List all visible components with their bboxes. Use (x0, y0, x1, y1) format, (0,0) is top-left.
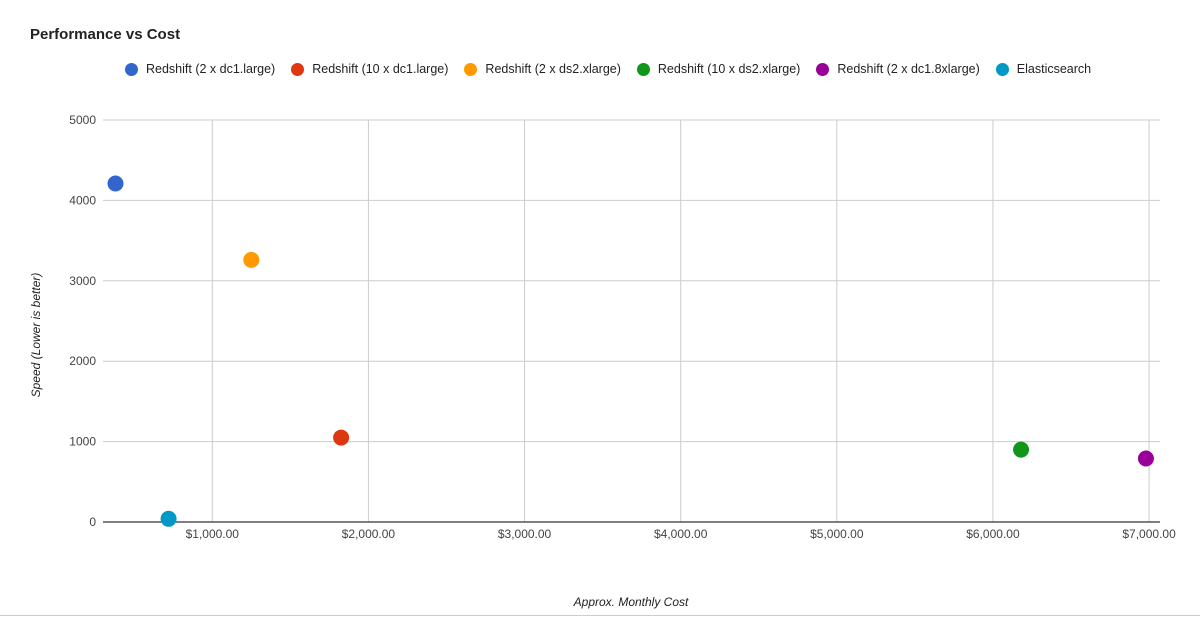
data-points (107, 175, 1154, 527)
legend-label: Redshift (10 x ds2.xlarge) (657, 62, 801, 76)
legend-label: Redshift (2 x dc1.8xlarge) (837, 62, 980, 76)
y-tick-label: 4000 (69, 193, 96, 207)
x-axis-title: Approx. Monthly Cost (573, 595, 689, 609)
x-tick-label: $3,000.00 (498, 527, 552, 541)
y-tick-label: 3000 (69, 274, 96, 288)
legend-swatch (464, 62, 478, 76)
legend-swatch (816, 62, 830, 76)
y-tick-label: 0 (89, 515, 96, 529)
legend-label: Redshift (2 x ds2.xlarge) (485, 62, 621, 76)
legend-swatch (636, 62, 650, 76)
x-tick-label: $6,000.00 (966, 527, 1020, 541)
legend-item-3[interactable]: Redshift (2 x ds2.xlarge) (464, 62, 621, 76)
tick-labels: 0 1000 2000 3000 4000 5000 $1,000.00 $2,000.00 $… (69, 113, 1176, 541)
legend-item-2[interactable]: Redshift (10 x dc1.large) (291, 62, 448, 76)
data-point-4[interactable] (1013, 441, 1030, 458)
data-point-6[interactable] (160, 510, 177, 527)
legend-item-6[interactable]: Elasticsearch (995, 62, 1092, 76)
legend-item-1[interactable]: Redshift (2 x dc1.large) (125, 62, 275, 76)
legend-item-4[interactable]: Redshift (10 x ds2.xlarge) (636, 62, 801, 76)
legend-swatch (291, 62, 305, 76)
data-point-3[interactable] (243, 251, 260, 268)
y-tick-label: 2000 (69, 354, 96, 368)
legend-label: Elasticsearch (1016, 62, 1092, 76)
bottom-divider (0, 615, 1200, 616)
x-tick-label: $4,000.00 (654, 527, 708, 541)
x-tick-label: $2,000.00 (342, 527, 396, 541)
y-tick-label: 1000 (69, 435, 96, 449)
legend-item-5[interactable]: Redshift (2 x dc1.8xlarge) (816, 62, 980, 76)
legend-swatch (995, 62, 1009, 76)
legend-label: Redshift (10 x dc1.large) (312, 62, 449, 76)
data-point-1[interactable] (107, 175, 124, 192)
data-point-2[interactable] (333, 429, 350, 446)
x-tick-label: $5,000.00 (810, 527, 864, 541)
grid-lines (103, 119, 1160, 522)
legend-swatch (125, 62, 138, 76)
x-tick-label: $1,000.00 (186, 527, 240, 541)
legend-label: Redshift (2 x dc1.large) (146, 62, 276, 76)
chart-legend: Redshift (2 x dc1.large) Redshift (10 x d… (125, 62, 1107, 76)
x-tick-label: $7,000.00 (1122, 527, 1176, 541)
y-tick-label: 5000 (69, 113, 96, 127)
data-point-5[interactable] (1137, 450, 1154, 467)
chart-title: Performance vs Cost (30, 26, 181, 43)
y-axis-title: Speed (Lower is better) (29, 272, 43, 398)
